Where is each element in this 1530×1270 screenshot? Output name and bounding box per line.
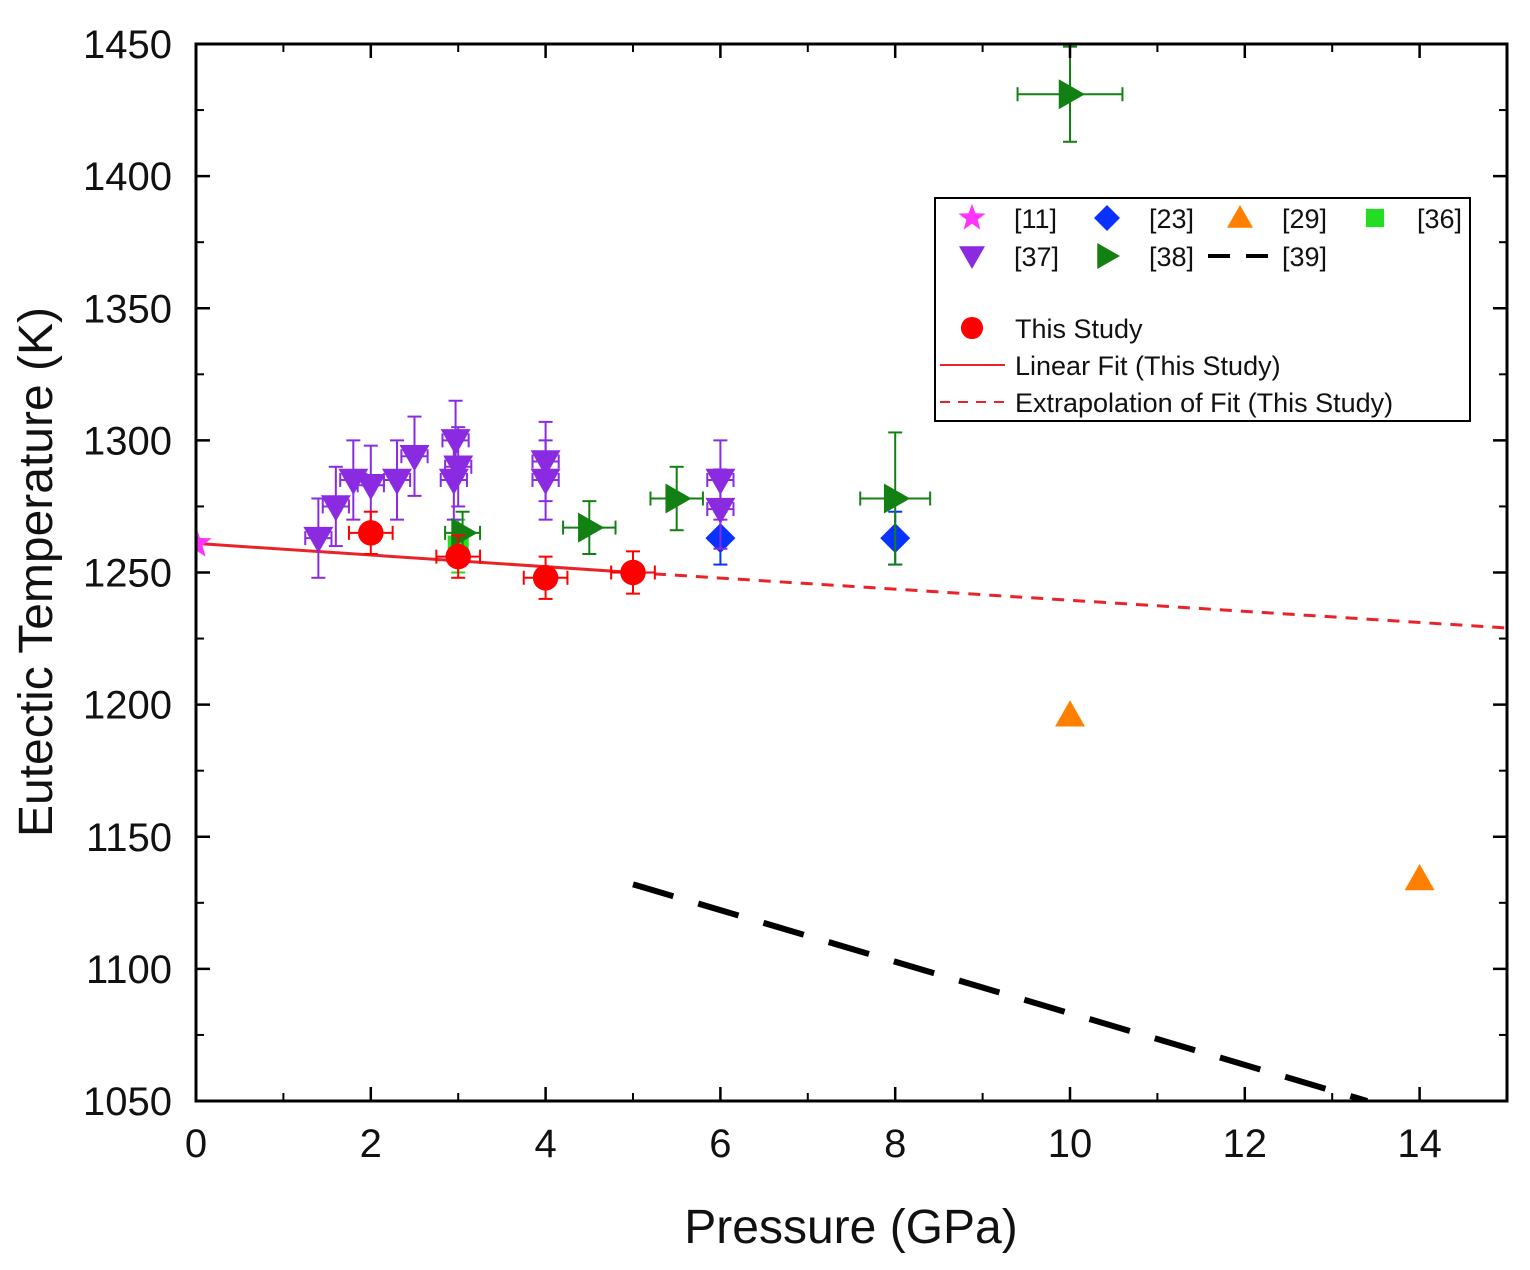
legend-label-linear-fit-this-study: Linear Fit (This Study) — [1015, 351, 1281, 381]
y-tick-label: 1200 — [83, 684, 172, 728]
point-37 — [303, 526, 334, 554]
y-tick-label: 1150 — [86, 816, 172, 860]
x-tick-label: 0 — [185, 1122, 207, 1166]
data-marks-layer — [196, 45, 1507, 1101]
y-axis-title: Eutectic Temperature (K) — [10, 307, 63, 837]
x-axis-title: Pressure (GPa) — [684, 1201, 1017, 1254]
series-line-39 — [632, 881, 1369, 1101]
legend-swatch-11 — [958, 203, 986, 230]
point-this-study — [445, 543, 471, 570]
legend-label-39: [39] — [1282, 242, 1327, 272]
x-tick-label: 4 — [534, 1122, 556, 1166]
legend-label-29: [29] — [1282, 204, 1327, 234]
point-37 — [443, 455, 474, 482]
y-tick-label: 1400 — [83, 155, 172, 199]
legend-swatch-38 — [1097, 243, 1120, 269]
point-11 — [196, 526, 212, 557]
legend-label-11: [11] — [1014, 204, 1057, 234]
legend-swatch-29 — [1227, 205, 1253, 228]
point-37 — [438, 468, 469, 496]
x-tick-label: 10 — [1048, 1122, 1093, 1166]
legend-label-37: [37] — [1014, 242, 1059, 272]
legend-swatch-37 — [959, 246, 985, 269]
legend: [11] [23] [29] [36] [37] [38] [39] This Study Li… — [934, 197, 1471, 422]
point-37 — [440, 429, 471, 456]
point-38 — [578, 512, 605, 543]
legend-label-38: [38] — [1149, 242, 1194, 272]
point-37 — [705, 497, 736, 525]
point-37 — [399, 444, 430, 472]
legend-label-extrapolation-of-fit-this-study: Extrapolation of Fit (This Study) — [1015, 388, 1393, 418]
legend-swatch-36 — [1365, 208, 1385, 228]
point-29 — [1404, 864, 1435, 891]
series-line-extrapolation-of-fit-this-study — [632, 571, 1507, 630]
y-tick-label: 1100 — [86, 948, 172, 992]
x-tick-label: 14 — [1397, 1122, 1442, 1166]
legend-swatch-23 — [1094, 205, 1120, 231]
legend-label-23: [23] — [1149, 204, 1194, 234]
y-tick-label: 1450 — [83, 23, 172, 67]
plot-area — [196, 45, 1507, 1101]
point-37 — [320, 495, 351, 522]
y-tick-label: 1350 — [83, 287, 172, 331]
axis-ticks-layer: 0 2 4 6 8 10 12 14 1050 1100 1150 1200 1250 1300 1350 1… — [83, 23, 1507, 1166]
y-tick-label: 1050 — [83, 1080, 172, 1124]
series-line-linear-fit-this-study — [196, 541, 634, 574]
point-37 — [382, 468, 413, 496]
x-tick-label: 2 — [360, 1122, 382, 1166]
point-38 — [883, 483, 911, 514]
point-37 — [355, 474, 386, 501]
legend-label-this-study: This Study — [1015, 314, 1143, 344]
y-tick-label: 1300 — [83, 419, 172, 463]
point-this-study — [620, 559, 646, 586]
point-29 — [1055, 700, 1085, 727]
legend-box — [934, 197, 1471, 422]
x-tick-label: 6 — [709, 1122, 731, 1166]
point-37 — [530, 468, 561, 496]
point-38 — [1058, 79, 1085, 110]
x-tick-label: 8 — [884, 1122, 906, 1166]
legend-swatch-this-study — [960, 316, 984, 340]
y-tick-label: 1250 — [83, 552, 172, 596]
point-this-study — [358, 520, 384, 546]
x-tick-label: 12 — [1223, 1122, 1268, 1166]
legend-label-36: [36] — [1417, 204, 1462, 234]
point-this-study — [532, 565, 559, 591]
point-38 — [665, 483, 692, 514]
